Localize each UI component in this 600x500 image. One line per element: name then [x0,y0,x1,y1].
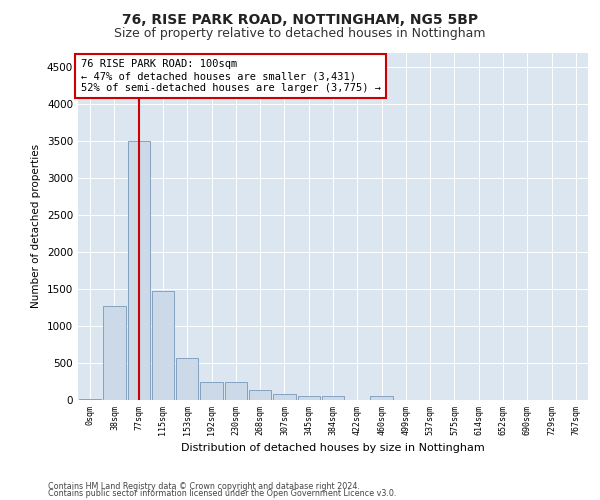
Bar [152,292,174,400]
Bar [103,306,125,400]
Bar [128,141,150,400]
Text: Size of property relative to detached houses in Nottingham: Size of property relative to detached ho… [114,28,486,40]
Text: 76, RISE PARK ROAD, NOTTINGHAM, NG5 5BP: 76, RISE PARK ROAD, NOTTINGHAM, NG5 5BP [122,12,478,26]
Bar [370,396,393,400]
Text: Contains public sector information licensed under the Open Government Licence v3: Contains public sector information licen… [48,489,397,498]
Bar [79,398,101,400]
Bar [322,396,344,400]
Bar [298,396,320,400]
Text: Contains HM Land Registry data © Crown copyright and database right 2024.: Contains HM Land Registry data © Crown c… [48,482,360,491]
Bar [176,358,199,400]
Bar [249,390,271,400]
X-axis label: Distribution of detached houses by size in Nottingham: Distribution of detached houses by size … [181,443,485,453]
Text: 76 RISE PARK ROAD: 100sqm
← 47% of detached houses are smaller (3,431)
52% of se: 76 RISE PARK ROAD: 100sqm ← 47% of detac… [80,60,380,92]
Bar [200,382,223,400]
Bar [273,394,296,400]
Bar [224,382,247,400]
Y-axis label: Number of detached properties: Number of detached properties [31,144,41,308]
